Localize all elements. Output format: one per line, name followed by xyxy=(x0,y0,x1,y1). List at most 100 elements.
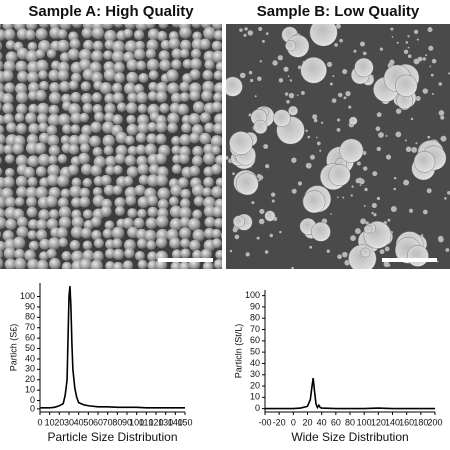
particle xyxy=(291,157,297,163)
particle xyxy=(125,195,137,207)
particle xyxy=(0,156,2,165)
particle xyxy=(92,250,104,262)
particle xyxy=(15,154,28,167)
particle xyxy=(57,113,71,127)
particle xyxy=(407,46,410,49)
particle xyxy=(199,38,211,50)
particle xyxy=(25,24,38,31)
particle xyxy=(92,40,104,52)
particle xyxy=(145,217,158,230)
particle xyxy=(102,134,116,148)
particle xyxy=(258,26,263,32)
particle xyxy=(190,58,202,70)
particle xyxy=(215,177,222,188)
particle xyxy=(147,28,160,41)
particle xyxy=(291,188,297,194)
particle xyxy=(104,112,115,123)
particle xyxy=(0,167,3,176)
particle xyxy=(38,24,50,29)
particle xyxy=(359,184,362,187)
particle xyxy=(45,195,58,208)
particle xyxy=(126,59,139,71)
particle xyxy=(48,91,62,105)
particle xyxy=(114,153,126,165)
particle xyxy=(61,250,72,262)
particle xyxy=(70,124,81,134)
particle xyxy=(15,175,28,188)
particle xyxy=(211,145,221,156)
particle xyxy=(57,39,70,53)
particle xyxy=(35,166,47,177)
particle xyxy=(210,163,222,175)
particle xyxy=(14,248,25,260)
particle xyxy=(261,39,265,43)
particle xyxy=(447,191,450,195)
x-tick-label: 180 xyxy=(413,417,428,427)
particle xyxy=(159,59,172,72)
particle xyxy=(171,135,181,146)
x-tick-label: 110 xyxy=(139,417,153,427)
particle xyxy=(345,91,351,97)
particle xyxy=(271,199,275,203)
particle xyxy=(407,54,412,59)
y-tick-label: 70 xyxy=(250,324,260,334)
particle xyxy=(118,268,123,269)
particle xyxy=(27,258,40,269)
particle xyxy=(272,60,278,66)
particle xyxy=(27,41,38,52)
particle xyxy=(92,146,103,157)
sem-particles-a xyxy=(0,24,234,284)
particle xyxy=(157,30,168,42)
particle xyxy=(385,134,388,137)
particle xyxy=(2,270,15,283)
particle xyxy=(178,206,192,220)
particle xyxy=(232,215,245,228)
particle xyxy=(279,230,282,234)
particle xyxy=(211,186,222,199)
particle xyxy=(134,184,146,196)
particle xyxy=(387,218,391,222)
x-tick-label: 140 xyxy=(385,417,400,427)
particle xyxy=(189,69,201,81)
particle xyxy=(71,177,82,188)
particle xyxy=(4,167,15,178)
particle xyxy=(3,247,16,260)
particle xyxy=(104,220,115,231)
particle xyxy=(124,135,135,146)
particle xyxy=(204,122,215,133)
particle xyxy=(122,260,134,269)
y-tick-label: 10 xyxy=(250,392,260,402)
particle xyxy=(215,154,222,166)
particle xyxy=(222,270,234,282)
particle xyxy=(83,39,94,51)
particle xyxy=(379,47,384,51)
particle xyxy=(390,206,397,213)
particle xyxy=(71,24,83,29)
particle xyxy=(82,177,93,188)
particle xyxy=(359,41,365,47)
particle xyxy=(339,38,343,43)
particle xyxy=(336,127,341,132)
particle xyxy=(28,219,39,230)
particle xyxy=(81,272,93,284)
particle xyxy=(313,118,318,123)
particle xyxy=(155,215,169,228)
particle xyxy=(214,113,222,126)
particle xyxy=(125,271,137,283)
particle xyxy=(91,71,103,84)
y-tick-label: 0 xyxy=(255,403,260,413)
particle xyxy=(259,60,262,63)
particle xyxy=(0,60,4,71)
particle xyxy=(192,101,205,114)
particle xyxy=(248,70,253,75)
x-tick-label: 80 xyxy=(345,417,355,427)
particle xyxy=(27,230,38,240)
particle xyxy=(157,198,169,210)
particle xyxy=(213,29,222,41)
particle xyxy=(69,239,81,251)
y-tick-label: 50 xyxy=(250,347,260,357)
particle xyxy=(297,181,303,186)
particle xyxy=(61,124,72,135)
particle xyxy=(25,112,37,125)
